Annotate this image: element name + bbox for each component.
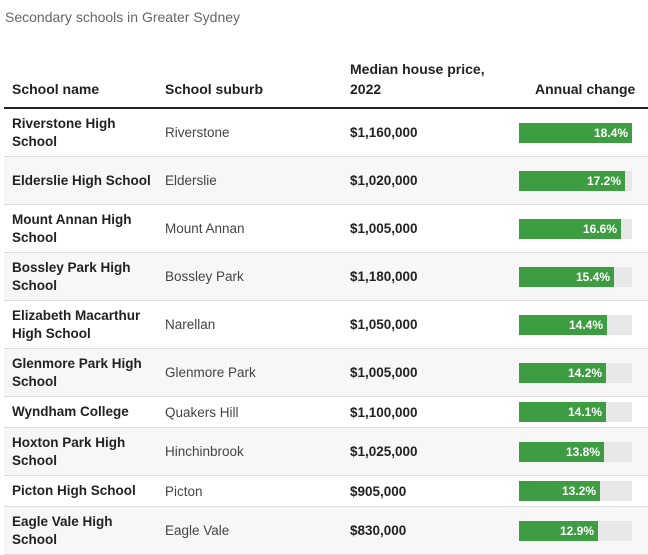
- annual-change-bar: [519, 481, 600, 501]
- median-price-cell: $1,020,000: [350, 173, 418, 188]
- annual-change-cell: 14.4%: [519, 301, 632, 348]
- table-row: Elderslie High School Elderslie $1,020,000…: [4, 157, 648, 205]
- table-header: School name School suburb Median house p…: [4, 58, 648, 109]
- school-suburb-cell: Mount Annan: [165, 221, 245, 236]
- annual-change-label: 17.2%: [586, 173, 621, 188]
- annual-change-label: 14.1%: [567, 405, 602, 419]
- annual-change-bar: [519, 218, 621, 239]
- annual-change-bar-track: 16.6%: [519, 218, 632, 239]
- annual-change-label: 12.9%: [559, 523, 594, 538]
- header-school-suburb: School suburb: [165, 81, 263, 97]
- median-price-cell: $1,100,000: [350, 404, 418, 420]
- school-suburb-cell: Narellan: [165, 317, 216, 332]
- school-suburb-cell: Eagle Vale: [165, 523, 230, 538]
- annual-change-bar-track: 12.9%: [519, 520, 632, 541]
- table-row: Glenmore Park High School Glenmore Park $1…: [4, 349, 648, 397]
- school-suburb-cell: Picton: [165, 483, 203, 499]
- table-row: Picton High School Picton $905,000 13.2%: [4, 476, 648, 507]
- school-suburb-cell: Bossley Park: [165, 269, 244, 284]
- annual-change-bar: [519, 122, 632, 143]
- table-body: Riverstone High School Riverstone $1,160,0…: [4, 109, 648, 555]
- annual-change-bar: [519, 402, 606, 422]
- annual-change-cell: 16.6%: [519, 205, 632, 252]
- school-suburb-cell: Quakers Hill: [165, 404, 239, 420]
- school-name-cell: Bossley Park High School: [12, 259, 131, 293]
- annual-change-cell: 12.9%: [519, 507, 632, 554]
- median-price-cell: $1,180,000: [350, 269, 418, 284]
- school-name-cell: Hoxton Park High School: [12, 434, 126, 468]
- annual-change-bar-track: 13.2%: [519, 481, 632, 501]
- table-row: Hoxton Park High School Hinchinbrook $1,02…: [4, 428, 648, 476]
- school-name-cell: Picton High School: [12, 483, 136, 498]
- annual-change-cell: 15.4%: [519, 253, 632, 300]
- school-name-cell: Glenmore Park High School: [12, 355, 142, 389]
- annual-change-bar: [519, 266, 614, 287]
- annual-change-label: 14.4%: [568, 317, 603, 332]
- table-row: Riverstone High School Riverstone $1,160,0…: [4, 109, 648, 157]
- annual-change-bar-track: 14.1%: [519, 402, 632, 422]
- annual-change-bar-track: 14.2%: [519, 362, 632, 383]
- annual-change-cell: 17.2%: [519, 157, 632, 204]
- school-name-cell: Eagle Vale High School: [12, 513, 113, 547]
- annual-change-label: 16.6%: [582, 221, 617, 236]
- annual-change-cell: 18.4%: [519, 109, 632, 156]
- annual-change-bar-track: 15.4%: [519, 266, 632, 287]
- annual-change-cell: 13.2%: [519, 476, 632, 506]
- school-name-cell: Wyndham College: [12, 404, 129, 419]
- school-suburb-cell: Glenmore Park: [165, 365, 256, 380]
- annual-change-cell: 13.8%: [519, 428, 632, 475]
- school-suburb-cell: Hinchinbrook: [165, 444, 244, 459]
- median-price-cell: $1,050,000: [350, 317, 418, 332]
- annual-change-bar-track: 13.8%: [519, 441, 632, 462]
- annual-change-bar-track: 17.2%: [519, 170, 632, 191]
- school-suburb-cell: Riverstone: [165, 125, 230, 140]
- table-subtitle: Secondary schools in Greater Sydney: [5, 9, 241, 25]
- annual-change-bar: [519, 520, 598, 541]
- annual-change-cell: 14.2%: [519, 349, 632, 396]
- median-price-cell: $1,005,000: [350, 365, 418, 380]
- annual-change-bar: [519, 314, 607, 335]
- school-name-cell: Elderslie High School: [12, 172, 151, 188]
- header-school-name: School name: [12, 81, 100, 97]
- annual-change-bar: [519, 170, 625, 191]
- header-annual-change: Annual change: [535, 81, 636, 97]
- school-suburb-cell: Elderslie: [165, 173, 217, 188]
- annual-change-bar: [519, 362, 606, 383]
- annual-change-label: 15.4%: [575, 269, 610, 284]
- table-row: Mount Annan High School Mount Annan $1,005…: [4, 205, 648, 253]
- annual-change-bar-track: 18.4%: [519, 122, 632, 143]
- median-price-cell: $830,000: [350, 523, 407, 538]
- annual-change-cell: 14.1%: [519, 397, 632, 427]
- annual-change-bar: [519, 441, 604, 462]
- median-price-cell: $1,025,000: [350, 444, 418, 459]
- table-row: Elizabeth Macarthur High School Narellan $…: [4, 301, 648, 349]
- median-price-cell: $1,160,000: [350, 125, 418, 140]
- table-row: Bossley Park High School Bossley Park $1,1…: [4, 253, 648, 301]
- median-price-cell: $905,000: [350, 483, 407, 499]
- annual-change-label: 14.2%: [567, 365, 602, 380]
- school-name-cell: Mount Annan High School: [12, 211, 132, 245]
- median-price-cell: $1,005,000: [350, 221, 418, 236]
- annual-change-bar-track: 14.4%: [519, 314, 632, 335]
- school-name-cell: Elizabeth Macarthur High School: [12, 307, 141, 341]
- table-row: Wyndham College Quakers Hill $1,100,000 14.…: [4, 397, 648, 428]
- school-name-cell: Riverstone High School: [12, 115, 116, 149]
- header-median-price: Median house price, 2022: [350, 61, 485, 97]
- annual-change-label: 18.4%: [593, 125, 628, 140]
- annual-change-label: 13.8%: [565, 444, 600, 459]
- annual-change-label: 13.2%: [561, 484, 596, 498]
